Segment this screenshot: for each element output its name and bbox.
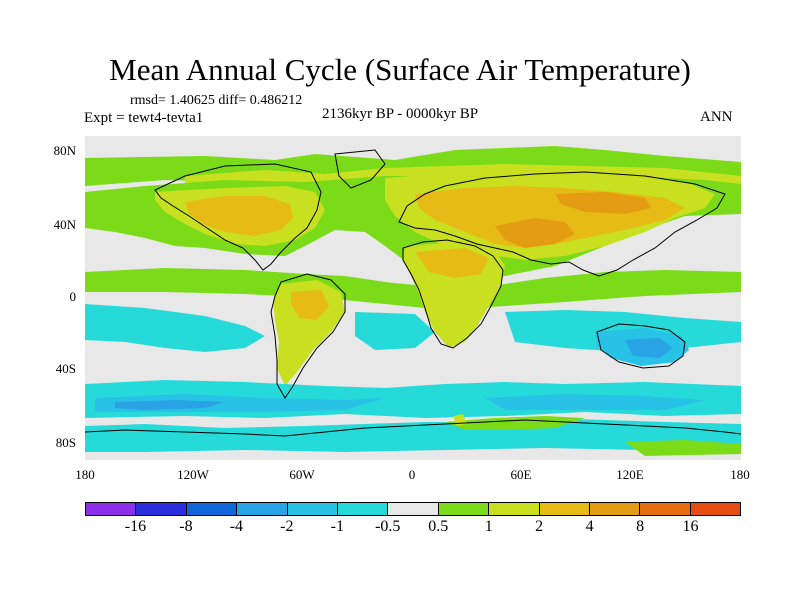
region-australia-cooler — [625, 338, 673, 358]
colorbar-segment — [589, 503, 641, 515]
colorbar-label: -8 — [179, 518, 193, 535]
lat-tick-80n: 80N — [53, 143, 76, 158]
coast-australia — [596, 323, 686, 369]
region-central-asia-hottest — [495, 218, 575, 248]
colorbar-label: 1 — [484, 518, 493, 535]
colorbar — [85, 502, 741, 516]
plot-title: Mean Annual Cycle (Surface Air Temperatu… — [109, 52, 691, 87]
colorbar-label: -0.5 — [375, 518, 401, 535]
colorbar-label: 16 — [682, 518, 699, 535]
lon-tick-60e: 60E — [510, 467, 532, 482]
region-north-america-hot — [185, 196, 293, 236]
lat-tick-80s: 80S — [55, 435, 76, 450]
colorbar-segment — [337, 503, 389, 515]
colorbar-label: -4 — [229, 518, 244, 535]
temperature-anomaly-map — [85, 136, 741, 460]
region-sh-cool — [85, 304, 265, 352]
region-tropical-belt — [85, 268, 741, 310]
lon-tick-180w: 180 — [75, 467, 95, 482]
colorbar-label: 2 — [535, 518, 544, 535]
coast-north-america — [154, 163, 322, 271]
colorbar-segment — [640, 503, 691, 515]
colorbar-segment — [489, 503, 540, 515]
colorbar-label: -16 — [124, 518, 147, 535]
lon-tick-60w: 60W — [289, 467, 315, 482]
region-antarctica — [85, 418, 741, 452]
lat-tick-40s: 40S — [55, 361, 76, 376]
region-amazon-hot — [291, 290, 329, 320]
region-antarctica-warm-3 — [625, 440, 741, 456]
coast-south-america — [270, 273, 346, 399]
colorbar-segment — [287, 503, 338, 515]
lon-tick-120w: 120W — [177, 467, 209, 482]
colorbar-segment — [388, 503, 439, 515]
region-africa-hot — [415, 248, 489, 278]
coast-africa — [402, 239, 504, 349]
rmsd-diff-stats: rmsd= 1.40625 diff= 0.486212 — [130, 93, 303, 108]
colorbar-segment — [136, 503, 187, 515]
colorbar-label: 4 — [585, 518, 594, 535]
coast-europe-asia — [398, 171, 726, 277]
period-label: 2136kyr BP - 0000kyr BP — [322, 106, 479, 122]
season-label: ANN — [700, 109, 733, 125]
colorbar-segment — [237, 503, 288, 515]
lat-tick-40n: 40N — [53, 217, 76, 232]
colorbar-segment — [438, 503, 490, 515]
lon-tick-180e: 180 — [730, 467, 750, 482]
colorbar-label: -2 — [280, 518, 294, 535]
colorbar-segment — [186, 503, 238, 515]
region-siberia-hot — [555, 192, 651, 214]
colorbar-segment — [86, 503, 137, 515]
colorbar-label: 8 — [636, 518, 645, 535]
region-antarctica-warm — [445, 416, 585, 430]
coast-greenland — [334, 149, 386, 189]
experiment-label: Expt = tewt4-tevta1 — [84, 110, 204, 126]
coast-antarctica — [85, 419, 741, 437]
coastlines — [85, 149, 741, 437]
lon-tick-120e: 120E — [616, 467, 644, 482]
colorbar-segment — [539, 503, 590, 515]
colorbar-label: -1 — [330, 518, 344, 535]
lon-tick-0: 0 — [408, 467, 416, 482]
lat-tick-0: 0 — [69, 289, 77, 304]
region-southern-ocean-cooler-east — [485, 394, 705, 410]
region-southern-ocean-coolest — [115, 400, 225, 410]
colorbar-segment — [690, 503, 741, 515]
colorbar-label: 0.5 — [428, 518, 449, 535]
region-sh-cool-2 — [355, 312, 435, 350]
